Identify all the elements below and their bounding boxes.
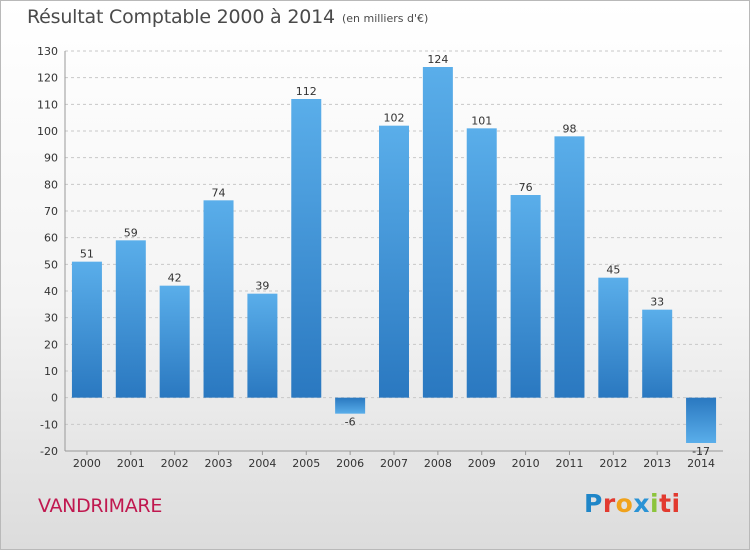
y-tick-label: 70 — [44, 205, 58, 218]
bar-2013 — [642, 309, 673, 398]
chart-subtitle: (en milliers d'€) — [342, 12, 429, 25]
y-tick-label: 30 — [44, 312, 58, 325]
y-tick-label: 110 — [37, 98, 58, 111]
value-label: 39 — [255, 280, 269, 293]
proxiti-logo: Proxiti — [584, 489, 681, 518]
value-label: -6 — [345, 416, 356, 429]
bar-2004 — [247, 293, 278, 398]
bar-2002 — [159, 285, 190, 398]
location-name: VANDRIMARE — [38, 495, 163, 517]
y-tick-label: 60 — [44, 232, 58, 245]
x-tick-label: 2014 — [687, 457, 715, 470]
value-label: 33 — [650, 296, 664, 309]
bar-2014 — [686, 397, 717, 443]
bar-2010 — [510, 195, 541, 398]
value-label: 45 — [606, 264, 620, 277]
bar-2006 — [335, 397, 366, 414]
value-label: 102 — [384, 112, 405, 125]
bar-2000 — [71, 261, 102, 398]
y-tick-label: 20 — [44, 338, 58, 351]
value-label: 51 — [80, 248, 94, 261]
value-label: 74 — [212, 186, 226, 199]
value-label: 112 — [296, 85, 317, 98]
y-tick-label: 90 — [44, 152, 58, 165]
x-tick-label: 2002 — [161, 457, 189, 470]
x-tick-label: 2000 — [73, 457, 101, 470]
value-label: 124 — [427, 53, 448, 66]
bar-2001 — [115, 240, 146, 398]
y-tick-label: 50 — [44, 258, 58, 271]
y-tick-label: 120 — [37, 72, 58, 85]
x-tick-label: 2003 — [205, 457, 233, 470]
bar-2009 — [466, 128, 497, 398]
x-tick-label: 2009 — [468, 457, 496, 470]
value-label: 42 — [168, 272, 182, 285]
y-tick-label: 80 — [44, 178, 58, 191]
y-tick-label: 0 — [51, 392, 58, 405]
y-tick-label: -20 — [40, 445, 58, 458]
x-tick-label: 2008 — [424, 457, 452, 470]
value-label: 101 — [471, 114, 492, 127]
x-tick-label: 2011 — [555, 457, 583, 470]
bar-2011 — [554, 136, 585, 398]
x-tick-label: 2006 — [336, 457, 364, 470]
x-tick-label: 2010 — [512, 457, 540, 470]
chart-title: Résultat Comptable 2000 à 2014 — [27, 6, 335, 28]
bar-chart: -20 -10 0 10 20 30 40 50 60 70 80 90 100 110 120 130 51 2… — [37, 45, 723, 470]
value-label: 76 — [519, 181, 533, 194]
x-tick-label: 2004 — [248, 457, 276, 470]
x-tick-label: 2012 — [599, 457, 627, 470]
y-tick-label: 40 — [44, 285, 58, 298]
bar-2007 — [379, 125, 409, 398]
bar-2008 — [422, 67, 453, 398]
x-tick-label: 2013 — [643, 457, 671, 470]
y-tick-label: 100 — [37, 125, 58, 138]
bar-2005 — [291, 99, 322, 398]
y-tick-label: -10 — [40, 418, 58, 431]
bar-2012 — [598, 277, 629, 398]
x-tick-label: 2005 — [292, 457, 320, 470]
value-label: 59 — [124, 226, 138, 239]
x-tick-label: 2007 — [380, 457, 408, 470]
value-label: -17 — [692, 445, 710, 458]
value-label: 98 — [562, 122, 576, 135]
bar-2003 — [203, 200, 234, 398]
y-tick-label: 10 — [44, 365, 58, 378]
x-tick-label: 2001 — [117, 457, 145, 470]
y-tick-label: 130 — [37, 45, 58, 58]
